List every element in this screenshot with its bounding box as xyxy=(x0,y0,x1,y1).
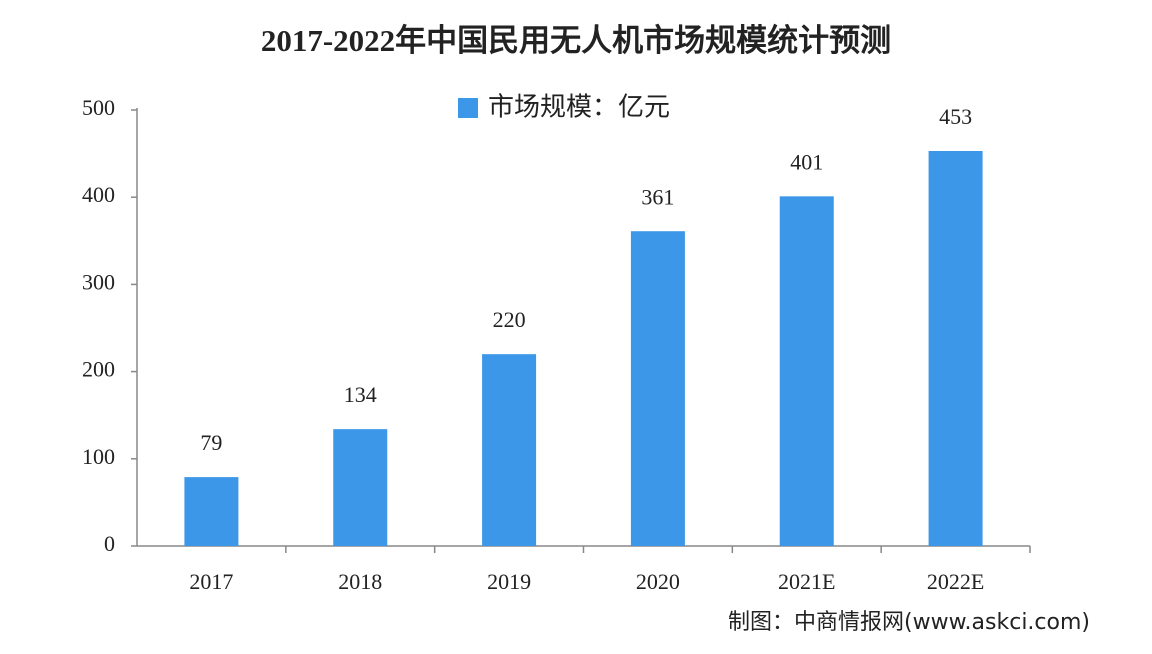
bar xyxy=(184,477,239,546)
y-tick-label: 300 xyxy=(82,269,115,294)
y-tick-label: 500 xyxy=(82,95,115,120)
x-tick-label: 2019 xyxy=(487,569,531,594)
bar xyxy=(333,429,388,546)
y-tick-label: 100 xyxy=(82,444,115,469)
legend-label: 市场规模：亿元 xyxy=(488,93,670,123)
legend-swatch xyxy=(458,98,478,118)
x-tick-label: 2022E xyxy=(927,569,984,594)
bar xyxy=(928,150,983,546)
x-tick-label: 2018 xyxy=(338,569,382,594)
value-label: 453 xyxy=(939,104,972,129)
y-tick-label: 200 xyxy=(82,357,115,382)
bar xyxy=(630,231,685,546)
bar xyxy=(482,354,537,546)
chart-title: 2017-2022年中国民用无人机市场规模统计预测 xyxy=(261,23,891,58)
value-label: 134 xyxy=(344,382,377,407)
y-tick-label: 400 xyxy=(82,182,115,207)
value-label: 79 xyxy=(200,430,222,455)
value-label: 220 xyxy=(493,307,526,332)
value-label: 401 xyxy=(790,149,823,174)
x-tick-label: 2020 xyxy=(636,569,680,594)
x-tick-label: 2021E xyxy=(778,569,835,594)
source-note: 制图：中商情报网(www.askci.com) xyxy=(728,610,1090,635)
x-tick-label: 2017 xyxy=(189,569,233,594)
value-label: 361 xyxy=(641,184,674,209)
bar xyxy=(779,196,834,546)
y-tick-label: 0 xyxy=(104,531,115,556)
